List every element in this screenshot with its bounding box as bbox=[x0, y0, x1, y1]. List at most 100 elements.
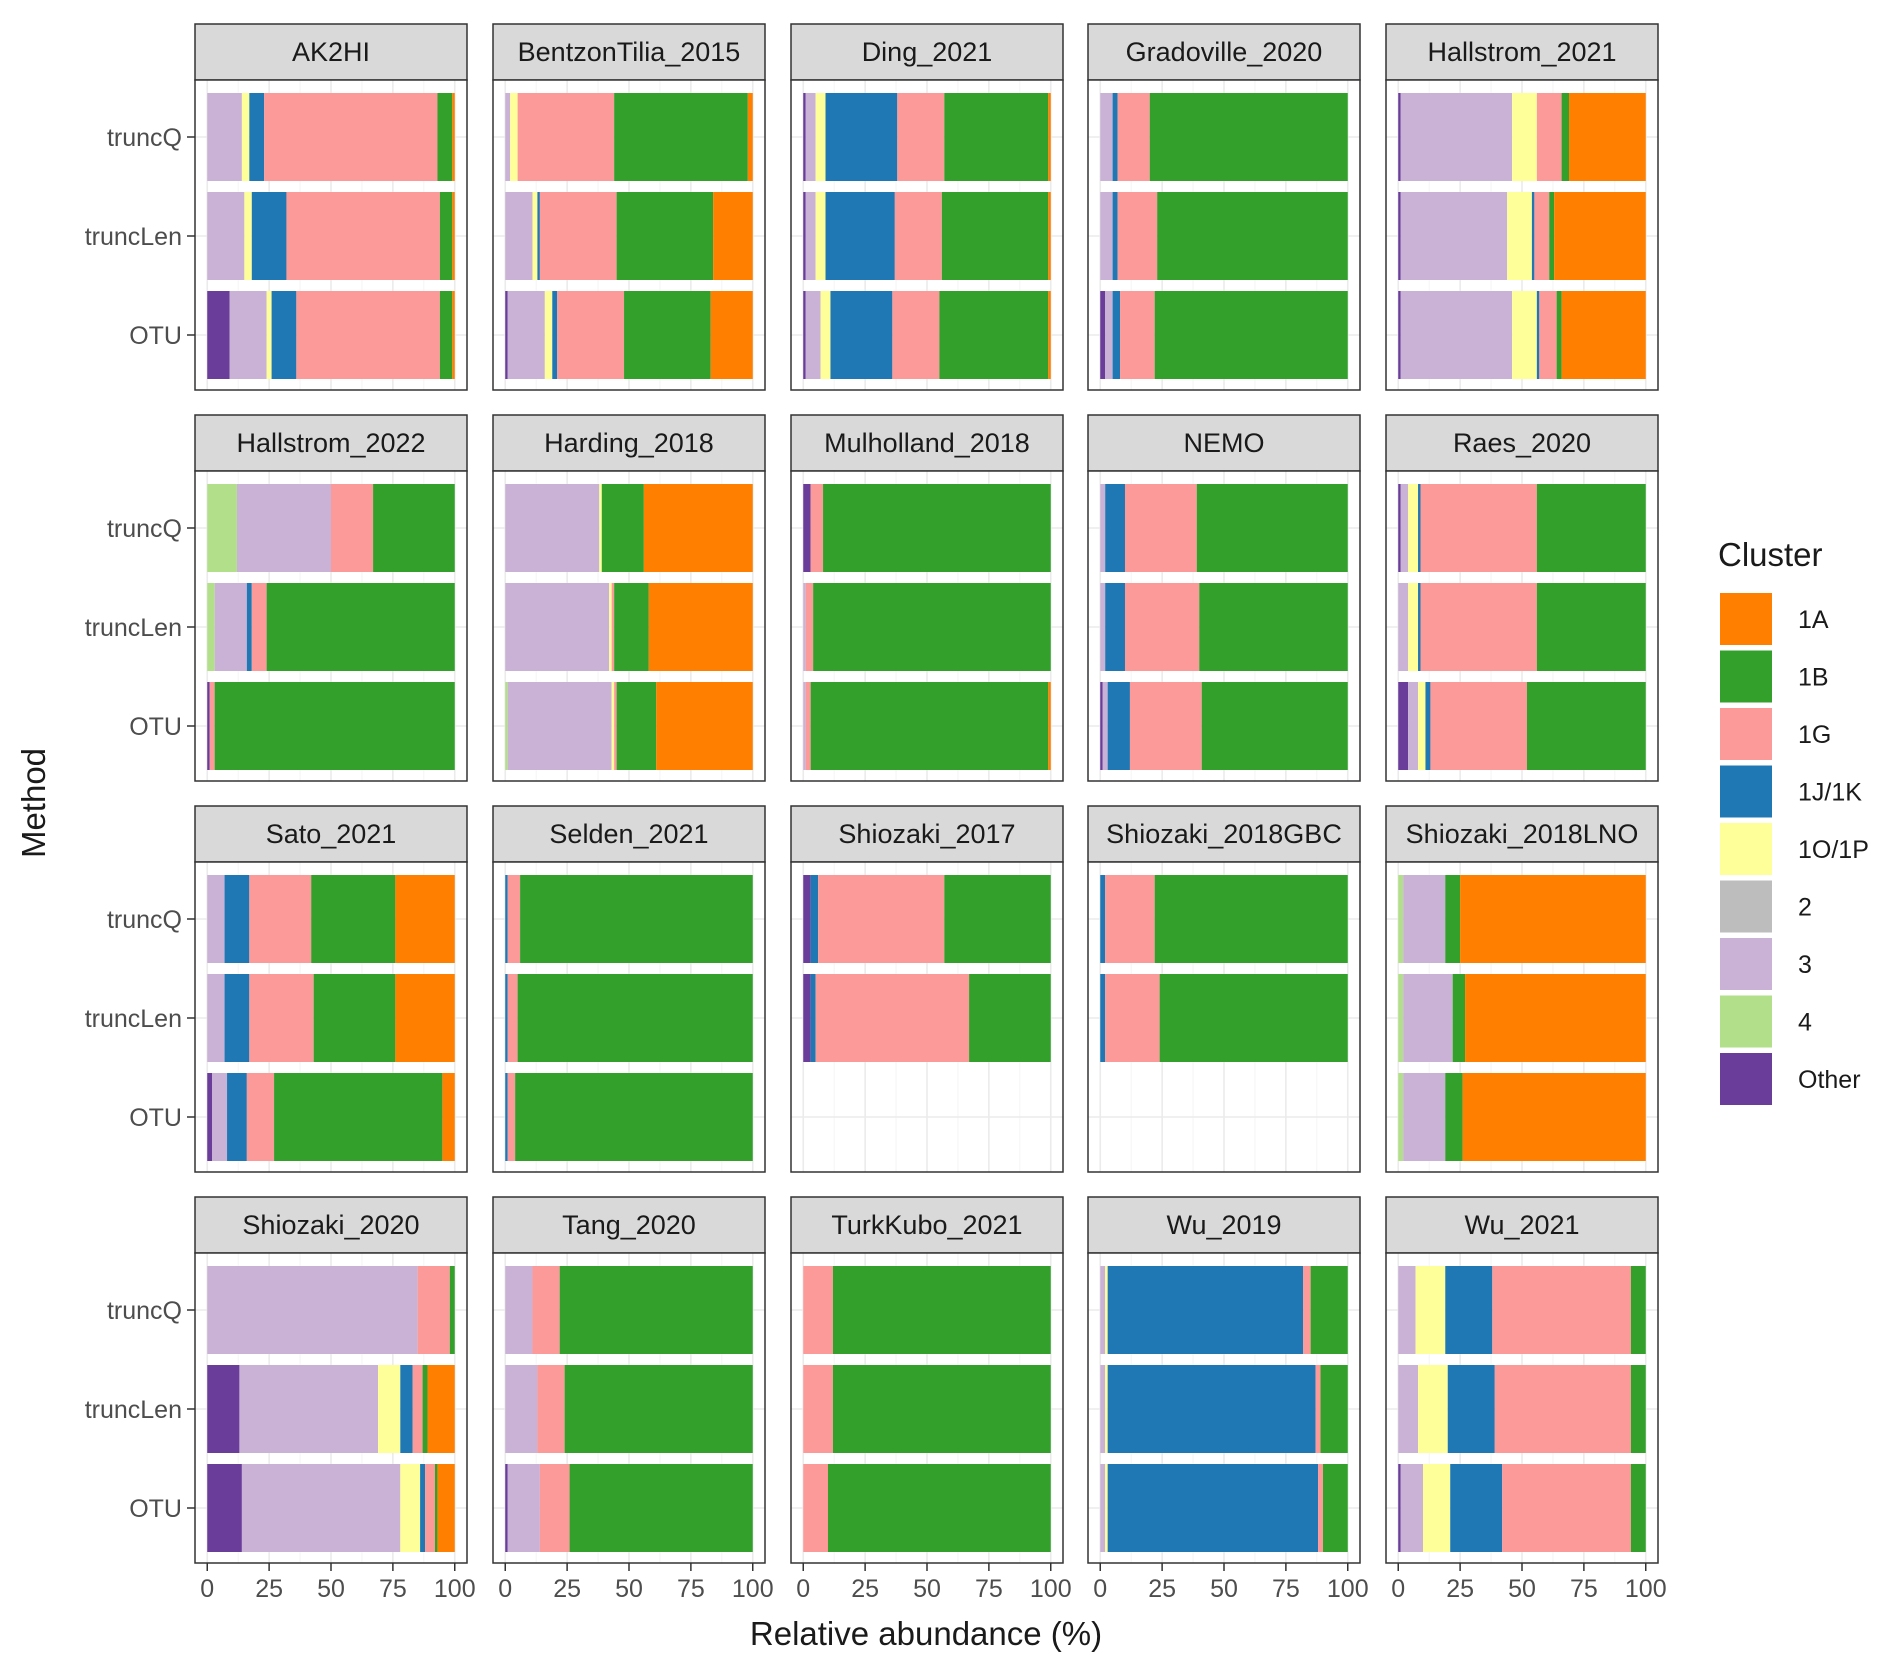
bar-segment-1g bbox=[1430, 682, 1527, 770]
bar-segment-1g bbox=[331, 484, 374, 572]
bar-segment-1b bbox=[1157, 192, 1348, 280]
bar-segment-1j-1k bbox=[246, 583, 252, 671]
x-tick-label: 0 bbox=[1391, 1575, 1405, 1603]
bar-segment-1b bbox=[823, 484, 1051, 572]
x-tick-label: 75 bbox=[975, 1575, 1003, 1603]
bar-segment-1b bbox=[1320, 1365, 1348, 1453]
bar-segment-3 bbox=[1400, 291, 1513, 379]
bar-segment-1a bbox=[1462, 1073, 1646, 1161]
bar-segment-1j-1k bbox=[1445, 1266, 1493, 1354]
x-tick-label: 0 bbox=[1093, 1575, 1107, 1603]
legend-item-1b: 1B bbox=[1720, 650, 1829, 703]
bar-otu bbox=[1100, 1464, 1348, 1552]
bar-segment-4 bbox=[207, 484, 237, 572]
bar-segment-1a bbox=[1569, 93, 1646, 181]
x-tick-label: 100 bbox=[1625, 1575, 1667, 1603]
bar-segment-1j-1k bbox=[505, 974, 508, 1062]
bar-truncq bbox=[803, 93, 1051, 181]
bar-segment-1b bbox=[1445, 875, 1461, 963]
facet-panels: AK2HI truncQ truncLen OTU BentzonTilia_2015 D… bbox=[85, 23, 1667, 1603]
bar-segment-3 bbox=[1100, 484, 1106, 572]
bar-segment-3 bbox=[505, 192, 533, 280]
bar-segment-other bbox=[207, 1464, 242, 1552]
bar-segment-3 bbox=[1100, 1464, 1106, 1552]
bar-segment-1g bbox=[249, 875, 312, 963]
bar-segment-other bbox=[803, 875, 811, 963]
bar-truncq bbox=[207, 484, 455, 572]
facet-strip-label: TurkKubo_2021 bbox=[831, 1210, 1022, 1240]
panel-border bbox=[1385, 470, 1659, 782]
bar-segment-1j-1k bbox=[1107, 1266, 1304, 1354]
bar-truncq bbox=[803, 875, 1051, 963]
x-axis-title: Relative abundance (%) bbox=[750, 1615, 1102, 1652]
bar-segment-1a bbox=[452, 93, 455, 181]
bar-truncq bbox=[207, 875, 455, 963]
bar-segment-other bbox=[1398, 93, 1401, 181]
facet-strip bbox=[492, 23, 766, 81]
bar-segment-1g bbox=[1420, 583, 1537, 671]
bar-segment-1b bbox=[810, 682, 1049, 770]
facet-strip-label: Shiozaki_2018GBC bbox=[1106, 819, 1342, 849]
bar-segment-1g bbox=[417, 1266, 450, 1354]
facet-strip-label: Mulholland_2018 bbox=[824, 428, 1030, 458]
bar-segment-1g bbox=[1536, 93, 1562, 181]
y-tick-label: OTU bbox=[129, 322, 182, 350]
bar-truncq bbox=[505, 484, 753, 572]
bar-segment-1o-1p bbox=[599, 484, 602, 572]
facet-panel-ak2hi: AK2HI truncQ truncLen OTU bbox=[85, 23, 468, 391]
bar-segment-3 bbox=[1400, 1464, 1423, 1552]
bar-segment-1b bbox=[616, 192, 714, 280]
bar-segment-1g bbox=[557, 291, 625, 379]
bar-segment-3 bbox=[1398, 1266, 1416, 1354]
bar-otu bbox=[505, 1073, 753, 1161]
bar-segment-1b bbox=[274, 1073, 443, 1161]
bar-truncq bbox=[207, 1266, 455, 1354]
bar-segment-1g bbox=[412, 1365, 423, 1453]
bar-segment-1b bbox=[1561, 93, 1570, 181]
bar-segment-1b bbox=[614, 583, 649, 671]
bar-segment-1j-1k bbox=[1107, 1464, 1319, 1552]
bar-segment-1j-1k bbox=[271, 291, 297, 379]
bar-segment-1o-1p bbox=[820, 291, 831, 379]
bar-otu bbox=[505, 682, 753, 770]
facet-strip bbox=[790, 414, 1064, 472]
legend-label: 1O/1P bbox=[1798, 836, 1869, 864]
bar-segment-1j-1k bbox=[505, 1073, 508, 1161]
legend-label: Other bbox=[1798, 1066, 1861, 1094]
bar-segment-1a bbox=[710, 291, 753, 379]
bar-otu bbox=[803, 682, 1051, 770]
legend-swatch bbox=[1720, 823, 1772, 875]
panel-border bbox=[1385, 861, 1659, 1173]
bar-segment-1o-1p bbox=[378, 1365, 401, 1453]
bar-segment-1g bbox=[894, 192, 942, 280]
bar-segment-other bbox=[505, 1464, 508, 1552]
bar-segment-1b bbox=[434, 1464, 438, 1552]
bar-segment-1b bbox=[1159, 974, 1348, 1062]
legend-swatch bbox=[1720, 593, 1772, 645]
x-tick-label: 75 bbox=[1570, 1575, 1598, 1603]
legend-swatch bbox=[1720, 1053, 1772, 1105]
y-tick-label: truncQ bbox=[107, 124, 182, 152]
legend-label: 1B bbox=[1798, 664, 1829, 692]
bar-trunclen bbox=[207, 192, 455, 280]
bar-otu bbox=[1100, 291, 1348, 379]
bar-segment-1o-1p bbox=[1415, 1266, 1446, 1354]
bar-segment-1b bbox=[559, 1266, 753, 1354]
bar-segment-1b bbox=[1196, 484, 1348, 572]
bar-segment-1g bbox=[517, 93, 615, 181]
bar-segment-1j-1k bbox=[810, 974, 816, 1062]
bar-segment-1b bbox=[437, 93, 453, 181]
x-tick-label: 50 bbox=[1210, 1575, 1238, 1603]
bar-segment-3 bbox=[1408, 682, 1419, 770]
bar-segment-1g bbox=[1105, 974, 1160, 1062]
bar-truncq bbox=[505, 1266, 753, 1354]
legend-swatch bbox=[1720, 765, 1772, 818]
bar-segment-1b bbox=[1201, 682, 1348, 770]
bar-segment-1b bbox=[520, 875, 753, 963]
x-tick-label: 100 bbox=[1030, 1575, 1072, 1603]
bar-segment-other bbox=[207, 682, 210, 770]
bar-segment-1o-1p bbox=[532, 192, 538, 280]
bar-segment-1g bbox=[264, 93, 438, 181]
bar-segment-3 bbox=[505, 583, 610, 671]
